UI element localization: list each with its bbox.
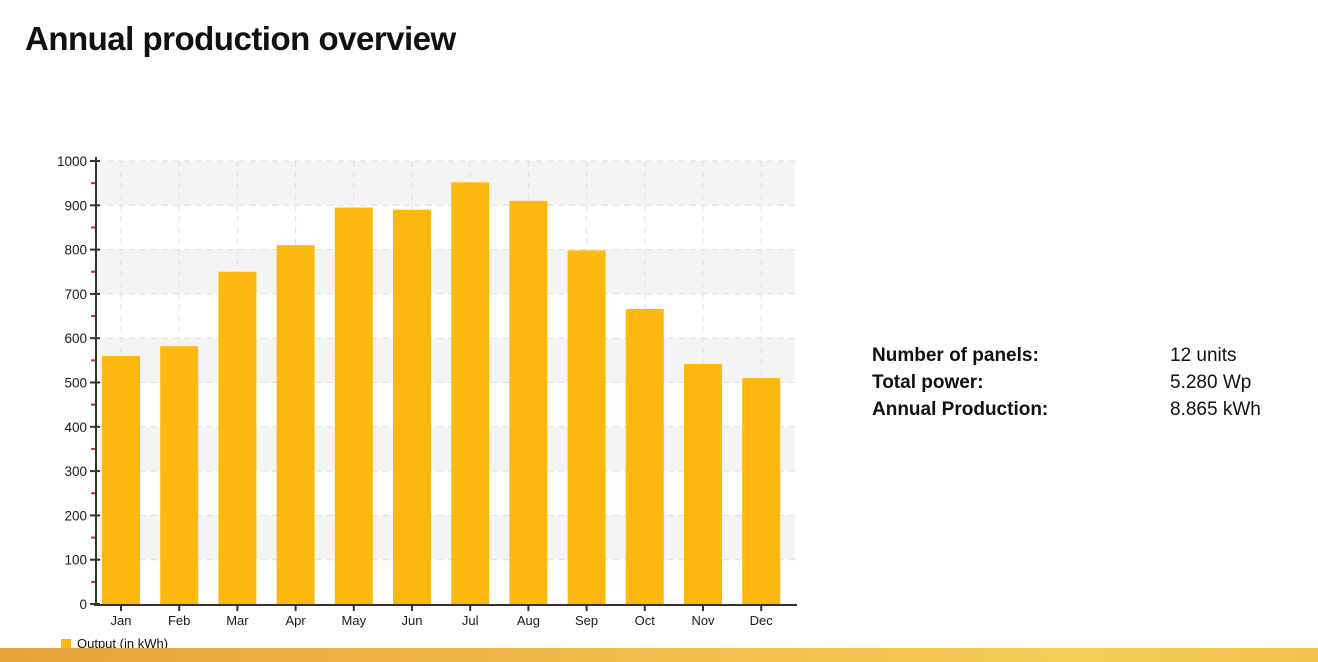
x-tick-label-jun: Jun [402, 613, 423, 628]
y-tick-label: 400 [64, 420, 87, 435]
x-tick-label-jul: Jul [462, 613, 479, 628]
bar-dec [742, 378, 781, 604]
y-tick-label: 700 [64, 287, 87, 302]
x-tick-label-sep: Sep [575, 613, 598, 628]
bar-aug [509, 200, 548, 604]
info-label: Number of panels: [872, 345, 1039, 366]
y-tick-label: 900 [64, 198, 87, 213]
x-tick-label-apr: Apr [285, 613, 306, 628]
y-tick-label: 200 [64, 508, 87, 523]
production-bar-chart: 0 100 200 300 400 500 600 700 800 900 1000 Jan Feb Ma… [57, 154, 797, 628]
y-tick-label: 800 [64, 243, 87, 258]
bar-sep [567, 250, 606, 604]
info-label: Total power: [872, 372, 984, 393]
bar-jan [102, 355, 140, 604]
info-row-annual-production: Annual Production: 8.865 kWh [872, 396, 1261, 423]
info-row-total-power: Total power: 5.280 Wp [872, 369, 1261, 396]
chart-legend: Output (in kWh) [61, 636, 168, 651]
band-row [96, 338, 795, 383]
y-tick-label: 100 [64, 553, 87, 568]
x-tick-label-jan: Jan [111, 613, 132, 628]
bar-mar [218, 271, 257, 604]
accent-strip [0, 648, 1318, 662]
bar-nov [684, 363, 722, 604]
bar-chart-canvas: 0 100 200 300 400 500 600 700 800 900 1000 Jan Feb Ma… [57, 154, 797, 628]
info-label: Annual Production: [872, 399, 1049, 420]
page-title: Annual production overview [25, 20, 456, 57]
x-tick-label-may: May [342, 613, 367, 628]
bar-oct [625, 308, 664, 604]
band-row [96, 426, 795, 472]
info-value: 12 units [1170, 345, 1237, 366]
x-tick-label-mar: Mar [226, 613, 249, 628]
band-row [96, 161, 795, 206]
legend-color-swatch-icon [61, 638, 71, 649]
info-row-panels: Number of panels: 12 units [872, 342, 1261, 369]
info-value: 8.865 kWh [1170, 399, 1261, 420]
bar-jul [451, 182, 490, 604]
x-tick-label-oct: Oct [635, 613, 656, 628]
band-row [96, 249, 795, 294]
legend-label: Output (in kWh) [77, 636, 169, 651]
y-tick-label: 0 [79, 597, 87, 612]
x-tick-label-nov: Nov [691, 613, 715, 628]
band-row [96, 515, 795, 560]
system-info-panel: Number of panels: 12 units Total power: … [872, 342, 1261, 423]
bar-may [334, 207, 373, 604]
y-tick-label: 1000 [57, 154, 87, 169]
bar-jun [393, 209, 431, 605]
bar-feb [160, 346, 199, 604]
info-value: 5.280 Wp [1170, 372, 1252, 393]
bar-apr [276, 245, 315, 605]
x-tick-label-aug: Aug [517, 613, 540, 628]
y-tick-label: 500 [64, 376, 87, 391]
x-tick-label-feb: Feb [168, 613, 190, 628]
y-tick-label: 600 [64, 331, 87, 346]
y-tick-label: 300 [64, 464, 87, 479]
x-tick-label-dec: Dec [750, 613, 774, 628]
